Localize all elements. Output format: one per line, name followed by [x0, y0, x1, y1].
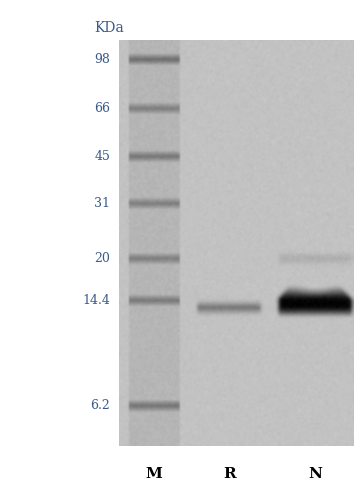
Text: KDa: KDa	[94, 21, 123, 35]
Text: R: R	[223, 467, 235, 481]
Text: 20: 20	[94, 252, 110, 265]
Text: 66: 66	[94, 102, 110, 115]
Text: 31: 31	[94, 197, 110, 210]
Text: 98: 98	[94, 53, 110, 66]
Text: 14.4: 14.4	[82, 294, 110, 307]
Text: 45: 45	[94, 150, 110, 163]
Text: N: N	[308, 467, 322, 481]
Text: 6.2: 6.2	[90, 399, 110, 412]
Text: M: M	[146, 467, 163, 481]
